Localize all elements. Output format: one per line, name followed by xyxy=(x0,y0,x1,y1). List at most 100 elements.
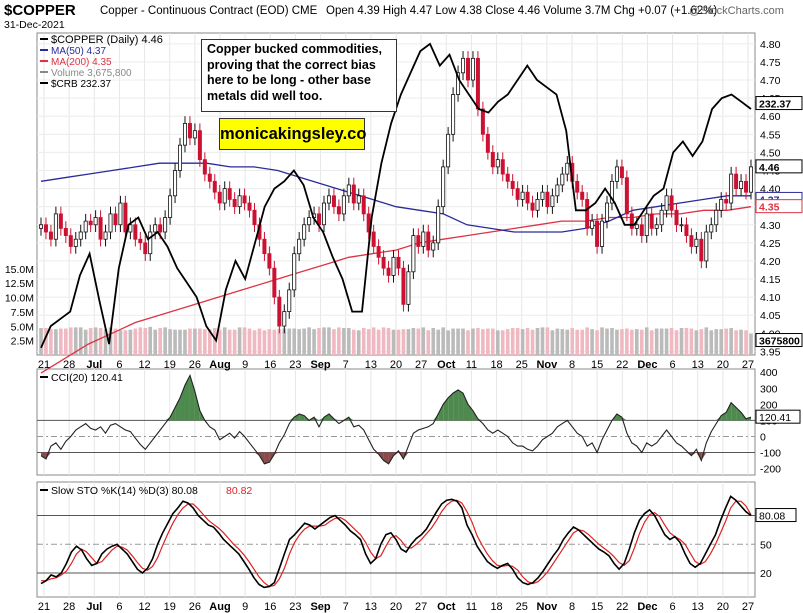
candle-body xyxy=(83,220,88,233)
x-tick-label: 19 xyxy=(164,359,176,371)
volume-bars xyxy=(39,326,753,355)
volume-bar xyxy=(103,329,108,355)
last-value-label: 4.35 xyxy=(759,202,780,214)
volume-bar xyxy=(64,328,68,355)
volume-bar xyxy=(173,329,177,355)
candle-body xyxy=(247,202,252,211)
x-tick-label: 27 xyxy=(415,359,427,371)
price-tick-label: 4.70 xyxy=(760,75,781,87)
price-tick-label: 4.80 xyxy=(760,39,781,51)
volume-bar xyxy=(237,327,242,355)
volume-bar xyxy=(620,329,624,355)
candle-body xyxy=(207,173,212,182)
candle-body xyxy=(252,209,257,226)
volume-bar xyxy=(39,327,43,355)
cci-tick-label: 300 xyxy=(760,383,778,395)
candle-body xyxy=(446,133,451,168)
x-tick-label: 18 xyxy=(490,601,502,613)
volume-bar xyxy=(282,328,287,355)
volume-bar xyxy=(242,327,247,355)
price-tick-label: 4.10 xyxy=(760,292,781,304)
volume-bar xyxy=(664,328,669,355)
x-tick-label: 11 xyxy=(466,601,477,613)
candle-body xyxy=(217,191,222,204)
candle-body xyxy=(634,224,639,229)
candle-body xyxy=(555,184,560,197)
candle-body xyxy=(644,213,649,237)
sto-legend-d: 80.82 xyxy=(226,485,252,497)
x-tick-label: Oct xyxy=(437,359,456,371)
candle-body xyxy=(595,220,600,247)
x-tick-label: 26 xyxy=(189,601,201,613)
candle-body xyxy=(744,180,749,193)
volume-bar xyxy=(277,329,282,355)
volume-bar xyxy=(183,329,187,355)
cci-last-box xyxy=(755,409,801,424)
volume-bar xyxy=(525,327,530,355)
x-tick-label: Sep xyxy=(310,359,330,371)
cci-oversold-fill xyxy=(274,452,280,455)
volume-bar xyxy=(605,328,609,355)
cci-overbought-fill xyxy=(731,402,737,421)
volume-bar xyxy=(719,329,724,355)
x-tick-label: Jul xyxy=(86,601,102,613)
candle-body xyxy=(560,173,565,186)
candle-body xyxy=(694,238,699,247)
volume-bar xyxy=(416,328,421,355)
volume-bar xyxy=(585,327,589,355)
volume-bar xyxy=(247,328,252,355)
legend-entry: MA(200) 4.35 xyxy=(51,57,112,68)
stockcharts-brand[interactable]: @StockCharts.com xyxy=(689,5,784,17)
volume-bar xyxy=(123,330,128,355)
cci-overbought-fill xyxy=(716,415,722,421)
x-tick-label: 20 xyxy=(390,359,402,371)
candle-body xyxy=(307,217,312,226)
candle-body xyxy=(684,224,689,237)
candle-body xyxy=(143,242,148,255)
volume-bar xyxy=(436,329,441,355)
candle-body xyxy=(123,202,128,233)
volume-bar xyxy=(54,329,58,355)
volume-bar xyxy=(704,327,709,355)
cci-overbought-fill xyxy=(180,385,185,421)
candle-body xyxy=(639,224,644,237)
cci-oversold-fill xyxy=(41,452,46,459)
candle-body xyxy=(232,199,237,208)
legend-entry: $COPPER (Daily) 4.46 xyxy=(51,34,163,46)
candle-body xyxy=(465,57,470,81)
candle-body xyxy=(103,231,108,240)
candle-body xyxy=(212,180,217,193)
candle-body xyxy=(719,199,724,211)
candle-body xyxy=(187,123,192,139)
candle-body xyxy=(78,231,83,240)
candle-body xyxy=(302,224,307,240)
x-tick-label: 6 xyxy=(670,359,676,371)
candle-body xyxy=(202,159,207,175)
x-tick-label: 16 xyxy=(264,601,276,613)
candle-body xyxy=(669,195,674,211)
x-tick-label: 20 xyxy=(390,601,402,613)
volume-bar xyxy=(73,327,78,355)
candle-body xyxy=(505,173,510,182)
cci-overbought-fill xyxy=(175,397,181,421)
candle-body xyxy=(292,253,297,291)
volume-bar xyxy=(456,328,460,355)
candle-body xyxy=(739,180,744,189)
x-tick-label: 27 xyxy=(742,359,754,371)
candle-body xyxy=(699,238,704,262)
candle-body xyxy=(68,235,73,247)
candle-body xyxy=(73,238,78,247)
volume-bar xyxy=(158,327,162,355)
x-tick-label: 25 xyxy=(516,359,528,371)
cci-overbought-fill xyxy=(463,393,468,421)
candle-body xyxy=(704,231,709,262)
volume-bar xyxy=(292,328,297,355)
volume-bar xyxy=(535,327,540,355)
x-tick-label: Sep xyxy=(310,601,330,613)
volume-bar xyxy=(639,329,644,355)
website-banner[interactable]: monicakingsley.co xyxy=(219,118,366,150)
price-tick-label: 4.25 xyxy=(760,238,781,250)
volume-bar xyxy=(600,327,604,355)
last-value-label: 232.37 xyxy=(759,99,791,111)
